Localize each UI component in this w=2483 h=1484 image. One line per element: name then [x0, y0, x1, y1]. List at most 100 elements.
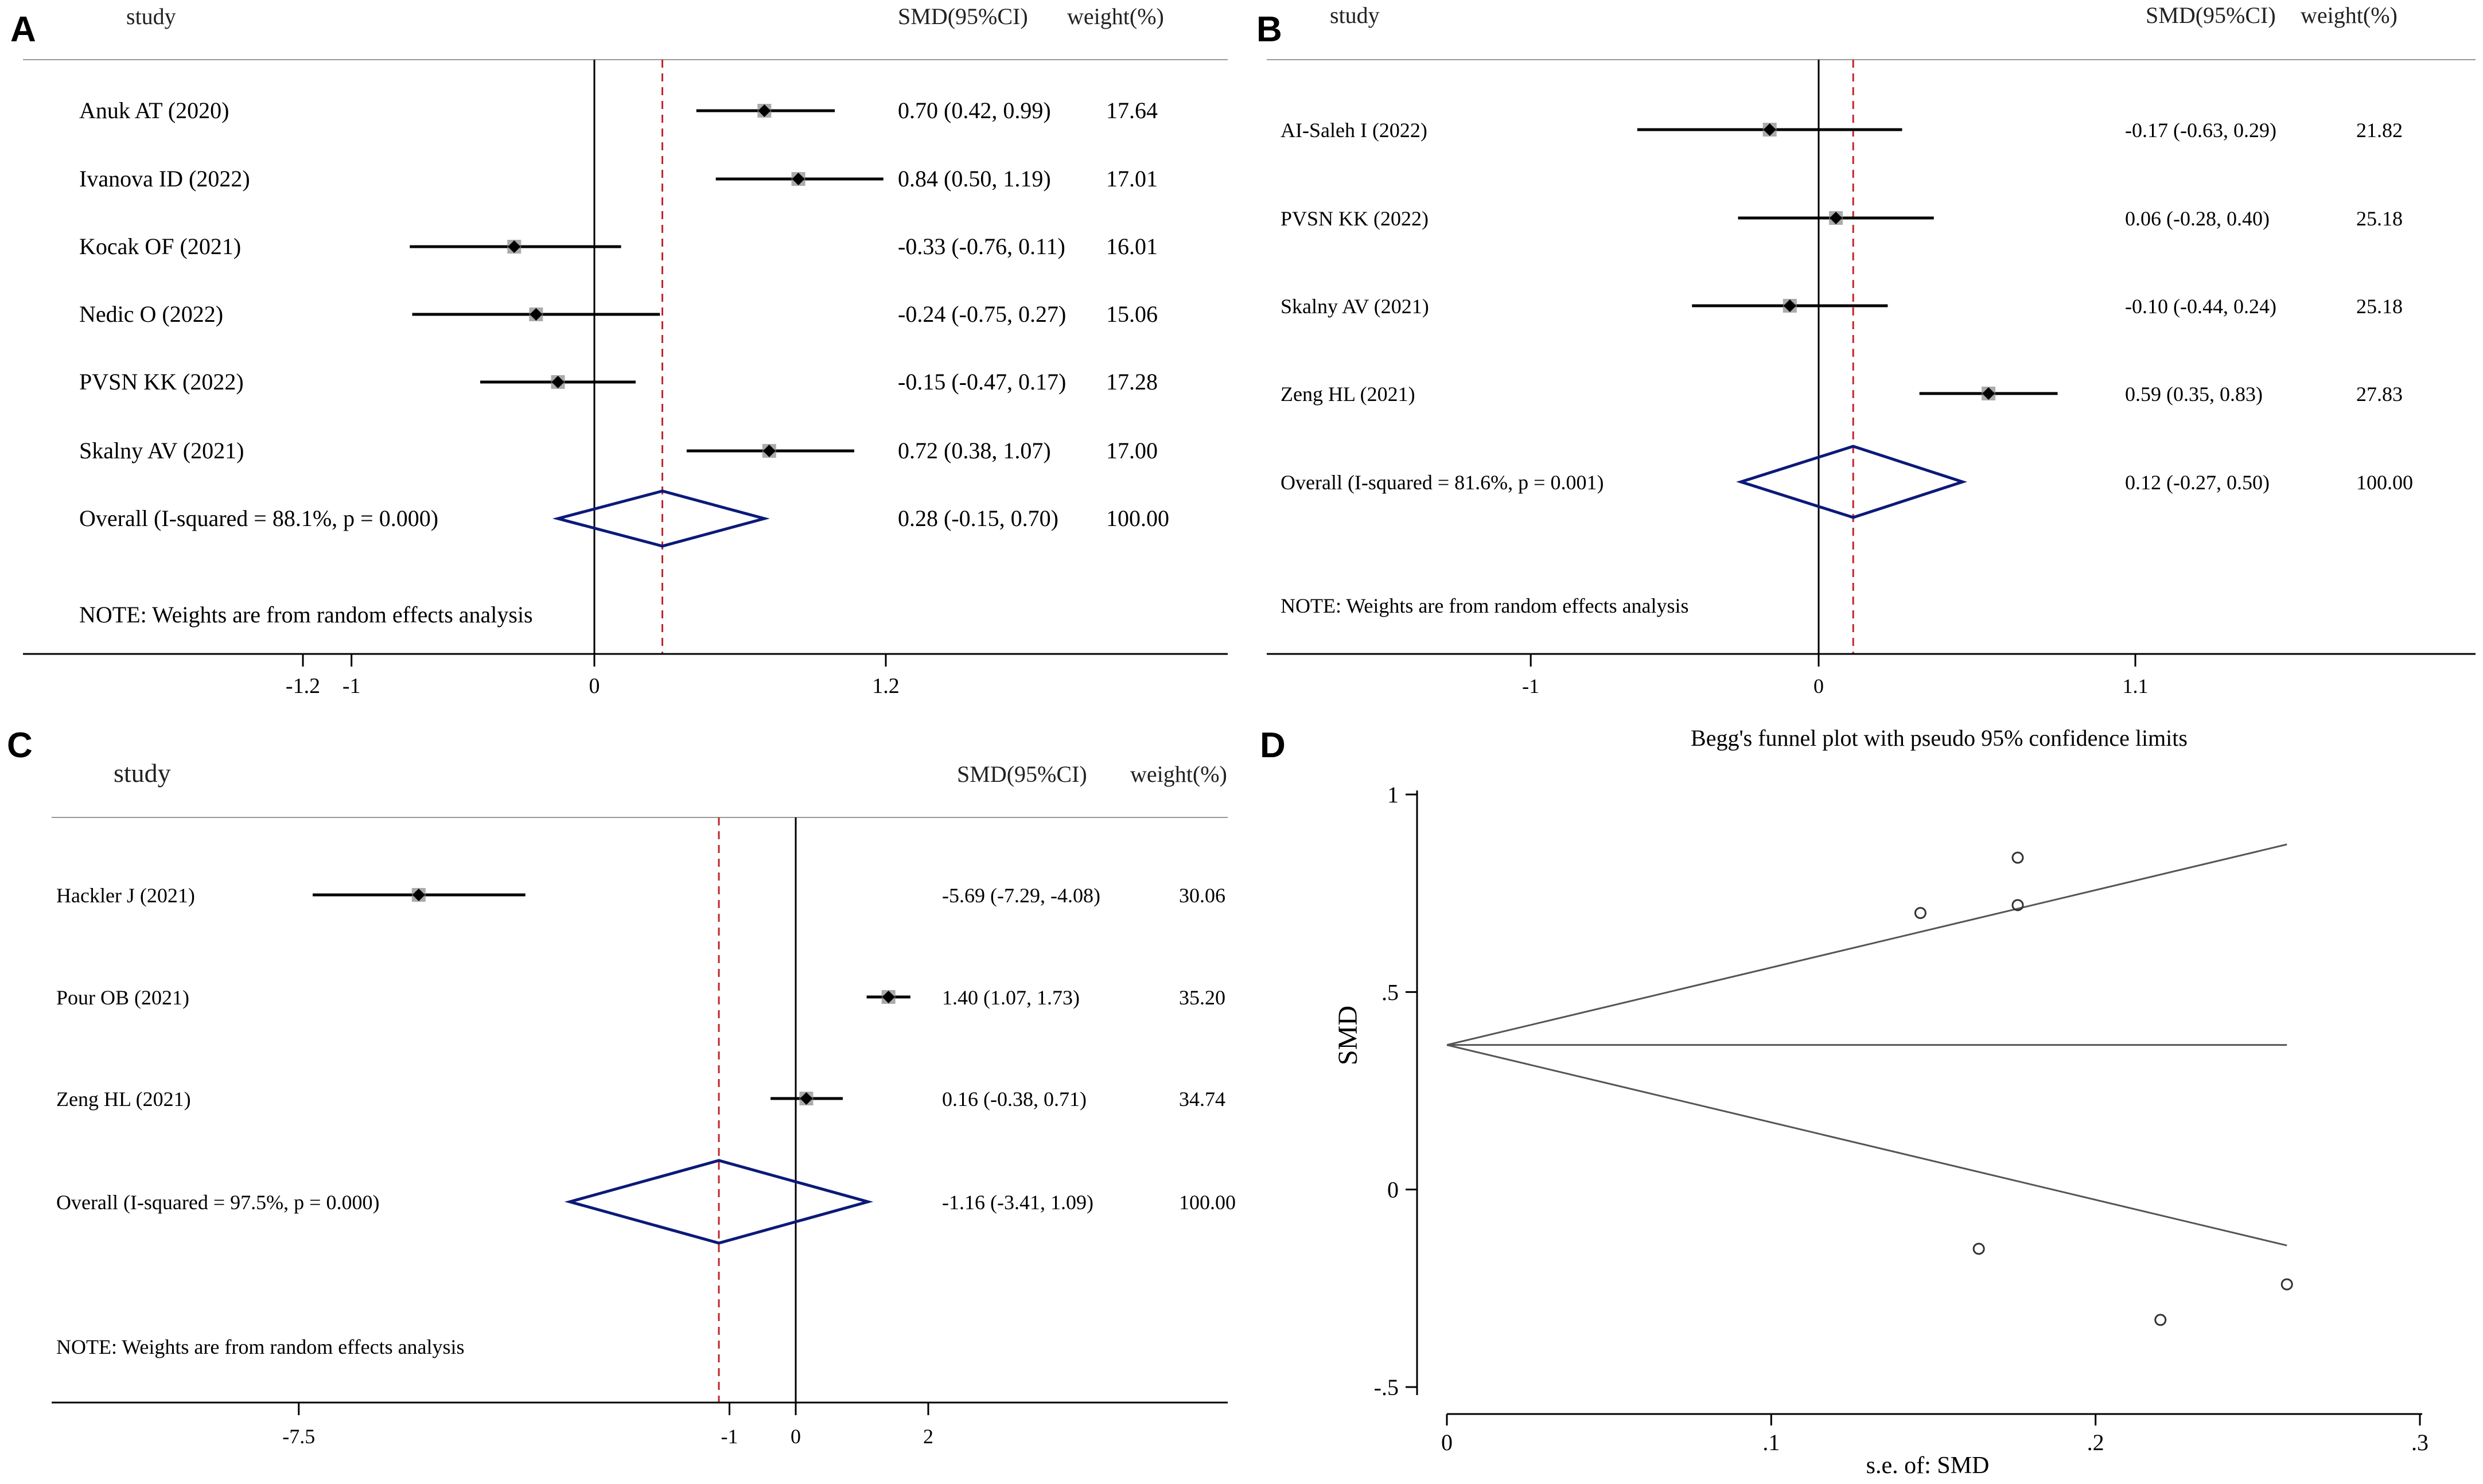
point-estimate-marker: [551, 376, 565, 388]
overall-effect-text: 0.12 (-0.27, 0.50): [2125, 471, 2270, 494]
study-row: Pour OB (2021) 1.40 (1.07, 1.73) 35.20: [56, 986, 1225, 1009]
study-point: [2011, 851, 2024, 864]
weight-text: 17.64: [1106, 98, 1158, 123]
study-row: PVSN KK (2022) 0.06 (-0.28, 0.40) 25.18: [1281, 207, 2403, 230]
weight-text: 17.01: [1106, 166, 1158, 192]
weights-note: NOTE: Weights are from random effects an…: [1281, 594, 1689, 617]
x-axis-tick-label: -1: [1522, 675, 1539, 698]
x-axis-tick-label: 1.2: [872, 674, 900, 698]
study-row: Skalny AV (2021) 0.72 (0.38, 1.07) 17.00: [79, 438, 1158, 463]
funnel-title: Begg's funnel plot with pseudo 95% confi…: [1691, 725, 2188, 751]
point-estimate-marker: [758, 104, 771, 117]
y-axis-tick-label: -.5: [1374, 1374, 1399, 1400]
study-row: PVSN KK (2022) -0.15 (-0.47, 0.17) 17.28: [79, 369, 1158, 395]
weight-text: 30.06: [1179, 884, 1225, 907]
column-header-weight: weight(%): [1130, 761, 1227, 787]
column-header-effect: SMD(95%CI): [2146, 2, 2276, 28]
weight-text: 34.74: [1179, 1088, 1225, 1111]
study-row: AI-Saleh I (2022) -0.17 (-0.63, 0.29) 21.8…: [1281, 119, 2403, 142]
weights-note: NOTE: Weights are from random effects an…: [79, 602, 533, 628]
point-estimate-marker: [530, 308, 543, 321]
column-header-effect: SMD(95%CI): [957, 761, 1087, 787]
weight-text: 25.18: [2356, 207, 2403, 230]
x-axis-tick-label: 1.1: [2123, 675, 2149, 698]
point-estimate-marker: [1830, 212, 1843, 224]
weight-text: 25.18: [2356, 295, 2403, 318]
overall-diamond: [564, 1159, 874, 1245]
effect-estimate-text: -0.24 (-0.75, 0.27): [898, 301, 1066, 327]
effect-estimate-text: -0.15 (-0.47, 0.17): [898, 369, 1066, 395]
overall-label: Overall (I-squared = 81.6%, p = 0.001): [1281, 471, 1604, 494]
weight-text: 16.01: [1106, 233, 1158, 259]
panel-letter-c: C: [7, 726, 33, 765]
point-estimate-marker: [800, 1092, 813, 1105]
column-header-effect: SMD(95%CI): [898, 3, 1028, 29]
y-axis-tick-label: 1: [1387, 782, 1399, 808]
effect-estimate-text: 0.84 (0.50, 1.19): [898, 166, 1051, 192]
effect-estimate-text: 0.72 (0.38, 1.07): [898, 438, 1051, 463]
effect-estimate-text: -0.10 (-0.44, 0.24): [2125, 295, 2276, 318]
x-axis-tick-label: .3: [2411, 1430, 2428, 1455]
study-name: Skalny AV (2021): [1281, 295, 1429, 318]
x-axis-tick-label: -1.2: [286, 674, 320, 698]
y-axis-label: SMD: [1333, 1006, 1363, 1065]
effect-estimate-text: -5.69 (-7.29, -4.08): [942, 884, 1100, 907]
weight-text: 21.82: [2356, 119, 2403, 142]
study-name: Kocak OF (2021): [79, 233, 241, 259]
weight-text: 15.06: [1106, 301, 1158, 327]
study-point: [1972, 1242, 1985, 1255]
point-estimate-marker: [1783, 299, 1796, 312]
study-row: Nedic O (2022) -0.24 (-0.75, 0.27) 15.06: [79, 301, 1158, 327]
x-axis-tick-label: -1: [721, 1425, 738, 1448]
column-header-study: study: [126, 3, 176, 29]
column-header-study: study: [1330, 2, 1380, 28]
overall-effect-text: 0.28 (-0.15, 0.70): [898, 505, 1058, 531]
x-axis-tick-label: .2: [2087, 1430, 2104, 1455]
overall-weight-text: 100.00: [1179, 1191, 1236, 1214]
study-row: Zeng HL (2021) 0.59 (0.35, 0.83) 27.83: [1281, 383, 2403, 406]
study-name: Zeng HL (2021): [1281, 383, 1415, 406]
overall-label: Overall (I-squared = 88.1%, p = 0.000): [79, 505, 438, 531]
study-point: [2011, 899, 2024, 912]
overall-effect-text: -1.16 (-3.41, 1.09): [942, 1191, 1093, 1214]
overall-weight-text: 100.00: [2356, 471, 2413, 494]
point-estimate-marker: [882, 991, 895, 1003]
x-axis-tick-label: 0: [791, 1425, 801, 1448]
study-point: [1914, 907, 1927, 920]
panel-letter-d: D: [1260, 726, 1286, 765]
effect-estimate-text: -0.33 (-0.76, 0.11): [898, 233, 1065, 259]
lower-confidence-limit-line: [1446, 1044, 2287, 1247]
overall-row: Overall (I-squared = 81.6%, p = 0.001) 0.…: [1281, 445, 2413, 519]
point-estimate-marker: [1763, 123, 1776, 136]
effect-estimate-text: -0.17 (-0.63, 0.29): [2125, 119, 2276, 142]
study-point: [2280, 1278, 2293, 1291]
study-name: AI-Saleh I (2022): [1281, 119, 1427, 142]
effect-estimate-text: 1.40 (1.07, 1.73): [942, 986, 1080, 1009]
x-axis-tick-label: -1: [343, 674, 361, 698]
y-axis-tick-label: 0: [1387, 1177, 1399, 1203]
x-axis-tick-label: 0: [1813, 675, 1824, 698]
study-row: Ivanova ID (2022) 0.84 (0.50, 1.19) 17.01: [79, 166, 1158, 192]
study-name: PVSN KK (2022): [1281, 207, 1429, 230]
overall-row: Overall (I-squared = 88.1%, p = 0.000) 0.…: [79, 489, 1169, 548]
weight-text: 35.20: [1179, 986, 1225, 1009]
column-header-weight: weight(%): [1067, 3, 1164, 29]
overall-label: Overall (I-squared = 97.5%, p = 0.000): [56, 1191, 379, 1214]
overall-row: Overall (I-squared = 97.5%, p = 0.000) -1…: [56, 1159, 1236, 1245]
effect-estimate-text: 0.70 (0.42, 0.99): [898, 98, 1051, 123]
study-row: Anuk AT (2020) 0.70 (0.42, 0.99) 17.64: [79, 98, 1158, 123]
x-axis-tick-label: 0: [589, 674, 600, 698]
point-estimate-marker: [762, 445, 776, 457]
study-row: Kocak OF (2021) -0.33 (-0.76, 0.11) 16.01: [79, 233, 1158, 259]
point-estimate-marker: [508, 240, 521, 253]
x-axis-tick-label: -7.5: [282, 1425, 315, 1448]
study-row: Hackler J (2021) -5.69 (-7.29, -4.08) 30.0…: [56, 884, 1225, 907]
effect-estimate-text: 0.59 (0.35, 0.83): [2125, 383, 2263, 406]
study-name: Anuk AT (2020): [79, 98, 229, 123]
study-point: [2154, 1314, 2167, 1326]
weight-text: 17.00: [1106, 438, 1158, 463]
upper-confidence-limit-line: [1446, 843, 2287, 1046]
